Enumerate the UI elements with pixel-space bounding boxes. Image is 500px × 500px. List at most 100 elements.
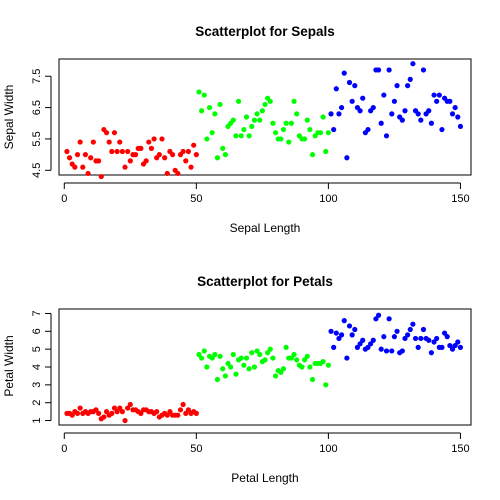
y-axis-label: Petal Width — [2, 335, 16, 396]
data-point — [185, 407, 192, 413]
data-point — [325, 130, 331, 136]
data-point — [455, 114, 461, 120]
data-point — [249, 123, 255, 130]
data-point — [304, 353, 310, 359]
data-point — [177, 407, 184, 413]
data-point — [74, 410, 81, 416]
data-point — [391, 334, 398, 340]
data-point — [267, 98, 273, 104]
chart-title: Scatterplot for Petals — [197, 274, 333, 289]
data-point — [183, 410, 189, 416]
data-point — [220, 145, 226, 151]
data-point — [426, 108, 432, 114]
y-tick-label: 4 — [31, 364, 43, 370]
data-point — [204, 136, 210, 142]
data-point — [254, 111, 260, 117]
data-point — [439, 126, 445, 133]
data-point — [344, 355, 350, 361]
data-point — [402, 335, 408, 342]
data-point — [199, 108, 205, 114]
data-point — [146, 139, 152, 145]
data-point — [241, 126, 247, 133]
data-point — [291, 351, 297, 358]
data-point — [103, 409, 110, 415]
data-point — [360, 337, 366, 343]
data-point — [167, 409, 173, 415]
data-point — [457, 344, 464, 350]
data-point — [344, 155, 350, 161]
data-point — [119, 148, 125, 155]
data-point — [96, 158, 102, 164]
data-point — [199, 355, 205, 361]
y-axis: 1 2 3 4 5 6 7 — [31, 310, 52, 424]
data-point — [183, 158, 189, 164]
data-point — [265, 350, 271, 356]
data-point — [391, 98, 398, 104]
x-axis: 0 50 100 150 — [61, 432, 470, 455]
y-axis: 4.5 5.5 6.5 7.5 — [31, 69, 52, 178]
data-point — [238, 133, 244, 139]
data-point — [196, 89, 202, 95]
data-point — [320, 114, 326, 120]
y-tick-label: 7.5 — [31, 69, 43, 84]
y-tick-label: 5 — [31, 346, 43, 352]
data-point — [206, 104, 213, 111]
data-point — [193, 152, 199, 158]
data-point — [143, 158, 149, 164]
data-point — [288, 120, 295, 126]
data-point — [338, 104, 345, 111]
data-point — [449, 346, 456, 352]
data-point — [381, 334, 387, 340]
data-point — [309, 152, 316, 158]
data-point — [323, 382, 329, 388]
data-point — [418, 335, 424, 342]
data-point — [304, 117, 310, 123]
data-point — [243, 355, 250, 361]
data-point — [452, 104, 458, 111]
data-point — [66, 155, 73, 161]
data-point — [93, 407, 99, 413]
data-point — [357, 108, 363, 114]
data-point — [410, 321, 416, 327]
data-point — [138, 145, 144, 151]
data-point — [405, 332, 411, 338]
data-point — [122, 417, 128, 424]
data-point — [220, 366, 226, 372]
data-point — [151, 136, 157, 142]
data-point — [222, 373, 228, 379]
data-point — [288, 355, 295, 361]
data-point — [439, 344, 445, 350]
data-point — [132, 152, 139, 158]
data-point — [278, 369, 284, 375]
data-point — [185, 148, 192, 155]
data-point — [328, 111, 334, 117]
data-point — [225, 360, 231, 367]
data-point — [180, 401, 186, 408]
x-tick-label: 0 — [61, 193, 67, 205]
data-point — [381, 92, 387, 98]
data-point — [368, 341, 374, 347]
data-point — [267, 346, 273, 352]
data-point — [415, 344, 421, 350]
data-point — [106, 139, 112, 145]
data-point — [307, 364, 313, 370]
data-point — [447, 98, 453, 104]
chart-title: Scatterplot for Sepals — [195, 24, 335, 39]
data-point — [254, 348, 260, 354]
data-point — [243, 114, 250, 120]
data-point — [193, 410, 199, 416]
x-axis-label: Petal Length — [231, 471, 298, 485]
data-point — [111, 405, 118, 411]
data-point — [399, 348, 405, 354]
data-point — [114, 409, 120, 415]
data-point — [217, 353, 223, 359]
data-point — [441, 330, 448, 336]
data-point — [352, 83, 358, 89]
data-point — [212, 351, 218, 358]
data-point — [212, 111, 218, 117]
data-point — [204, 364, 210, 370]
data-point — [251, 364, 258, 370]
x-tick-label: 100 — [319, 193, 337, 205]
data-point — [82, 152, 89, 158]
data-point — [233, 371, 239, 377]
